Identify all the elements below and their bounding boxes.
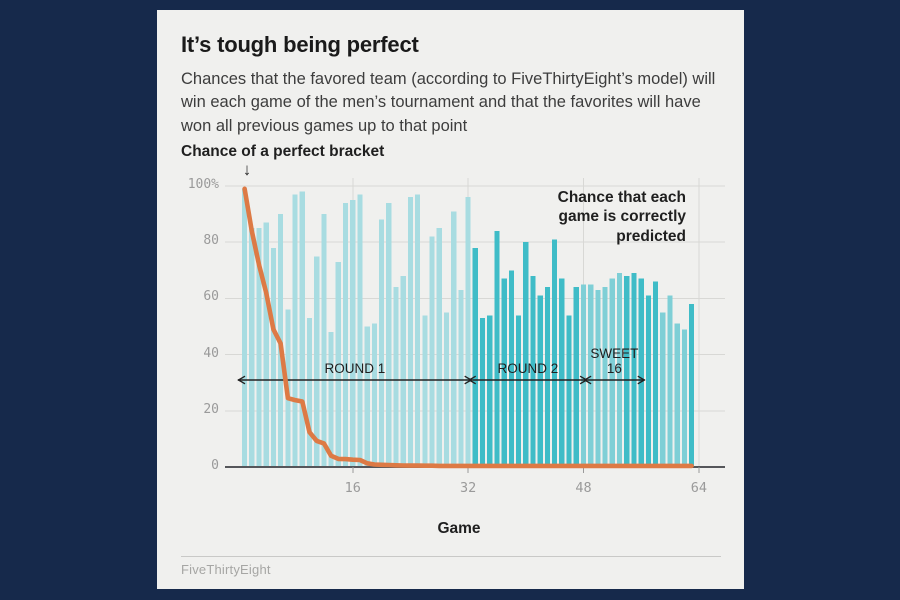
bar-game-4 <box>263 222 269 467</box>
bar-game-18 <box>364 326 370 467</box>
y-tick-label: 0 <box>211 458 219 473</box>
bar-game-50 <box>595 290 601 467</box>
arrow-right-icon <box>637 375 646 385</box>
bar-game-16 <box>350 200 356 467</box>
x-tick-label: 16 <box>344 480 361 496</box>
bar-game-63 <box>689 304 695 467</box>
bar-game-33 <box>472 247 478 467</box>
bar-game-23 <box>400 275 406 467</box>
bar-game-28 <box>436 228 442 467</box>
bar-game-57 <box>645 295 651 467</box>
x-tick-label: 48 <box>575 480 592 496</box>
arrow-left-icon <box>583 375 592 385</box>
bar-game-15 <box>342 202 349 467</box>
y-tick-label: 20 <box>203 401 219 417</box>
bar-game-34 <box>479 318 486 467</box>
plot-area: 100% 80 60 40 20 0 16 32 48 64 ROUND 1 ROUND 2 SWE… <box>188 177 725 496</box>
bar-series-label: Chance that each game is correctly predi… <box>557 189 686 245</box>
bar-game-36 <box>494 231 500 467</box>
bar-game-9 <box>299 191 305 467</box>
bar-game-60 <box>667 295 673 467</box>
bar-game-52 <box>609 278 615 467</box>
bar-game-13 <box>328 332 334 467</box>
bar-game-14 <box>335 261 341 467</box>
bar-game-27 <box>429 236 435 467</box>
bar-game-47 <box>573 287 579 467</box>
bar-game-32 <box>465 197 471 467</box>
bar-game-22 <box>393 287 399 467</box>
bar-game-48 <box>580 284 587 467</box>
down-arrow-icon: ↓ <box>242 160 252 179</box>
bar-game-8 <box>292 194 298 467</box>
source-credit: FiveThirtyEight <box>181 562 271 577</box>
bar-game-26 <box>422 315 428 467</box>
bar-game-54 <box>624 275 630 467</box>
bar-game-24 <box>407 197 413 467</box>
round-label: SWEET 16 <box>590 346 639 376</box>
round-label: ROUND 2 <box>497 361 559 376</box>
bar-game-38 <box>508 270 514 467</box>
bar-game-39 <box>516 315 522 467</box>
line-series-label: Chance of a perfect bracket <box>181 143 385 160</box>
bar-game-29 <box>443 312 450 467</box>
chart-title: It’s tough being perfect <box>181 32 419 57</box>
perfect-bracket-line <box>242 186 694 469</box>
bar-game-35 <box>487 315 493 467</box>
x-tick-label: 64 <box>690 480 707 496</box>
bar-game-56 <box>638 278 644 467</box>
bar-game-21 <box>386 202 392 467</box>
y-tick-label: 60 <box>203 289 219 305</box>
bar-game-11 <box>314 256 320 468</box>
y-tick-label: 40 <box>203 345 219 361</box>
bar-game-55 <box>631 273 637 467</box>
bar-game-43 <box>544 287 550 467</box>
y-tick-label: 100% <box>187 177 219 192</box>
x-axis-title: Game <box>437 520 481 537</box>
y-tick-label: 80 <box>203 233 219 249</box>
bar-game-17 <box>357 194 363 467</box>
bar-game-5 <box>270 247 276 467</box>
bar-game-37 <box>501 278 507 467</box>
bar-game-10 <box>306 318 313 467</box>
bar-game-46 <box>566 315 572 467</box>
bar-game-42 <box>537 295 543 467</box>
bar-game-44 <box>552 239 558 467</box>
bar-game-25 <box>415 194 421 467</box>
bar-game-41 <box>530 275 536 467</box>
chart-canvas <box>225 178 725 473</box>
bar-game-19 <box>371 323 377 467</box>
bar-game-45 <box>559 278 565 467</box>
bar-game-59 <box>660 312 666 467</box>
round-label: ROUND 1 <box>324 361 386 376</box>
chart-subtitle: Chances that the favored team (according… <box>181 70 716 135</box>
bar-game-61 <box>674 323 680 467</box>
bar-game-30 <box>451 211 457 467</box>
bar-game-12 <box>321 214 327 467</box>
bar-game-31 <box>458 290 464 467</box>
arrow-left-icon <box>237 375 246 385</box>
bar-game-20 <box>379 219 385 467</box>
bar-game-40 <box>523 242 529 467</box>
bar-game-51 <box>602 287 608 467</box>
chart-card: It’s tough being perfect Chances that th… <box>157 10 744 589</box>
x-tick-label: 32 <box>459 480 477 496</box>
bar-game-53 <box>616 273 623 467</box>
bar-game-62 <box>681 329 687 467</box>
bar-game-3 <box>256 228 262 467</box>
arrow-left-icon <box>467 375 477 385</box>
bar-game-1 <box>242 188 248 468</box>
footer-divider <box>181 556 721 557</box>
bar-game-58 <box>653 281 659 467</box>
bar-game-2 <box>249 228 255 467</box>
